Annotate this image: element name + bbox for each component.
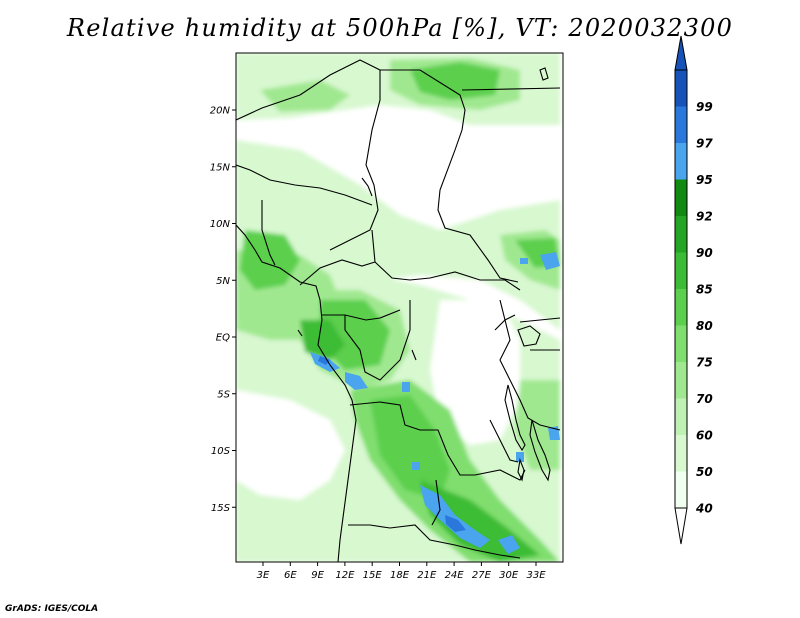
lat-tick-label: 20N — [210, 106, 231, 117]
colorbar-label: 90 — [696, 246, 713, 260]
lon-tick-label: 18E — [390, 570, 410, 581]
country-borders — [236, 59, 561, 562]
humidity-field — [236, 53, 561, 562]
lat-tick-label: EQ — [216, 333, 230, 344]
lon-tick-label: 6E — [284, 570, 297, 581]
colorbar-top-arrow — [674, 35, 688, 71]
colorbar-segment — [675, 435, 687, 472]
lon-tick-label: 33E — [526, 570, 546, 581]
colorbar-segment — [675, 398, 687, 435]
lon-tick-label: 3E — [257, 570, 270, 581]
lon-tick-label: 24E — [445, 570, 465, 581]
colorbar-segment — [675, 325, 687, 362]
lon-tick-label: 15E — [363, 570, 383, 581]
colorbar-label: 40 — [695, 502, 713, 516]
lat-tick-label: 5N — [216, 276, 230, 287]
colorbar-segment — [675, 143, 687, 180]
map-title: Relative humidity at 500hPa [%], VT: 202… — [66, 14, 734, 42]
colorbar-label: 70 — [696, 392, 713, 406]
colorbar-segment — [675, 179, 687, 216]
colorbar-segment — [675, 362, 687, 399]
colorbar-outline — [674, 69, 688, 509]
colorbar-segment — [675, 289, 687, 326]
colorbar-label: 85 — [696, 283, 713, 297]
colorbar-label: 75 — [696, 356, 713, 370]
longitude-axis: 3E 6E 9E 12E 15E 18E 21E 24E 27E 30E 33E — [257, 562, 546, 581]
lat-tick-label: 10N — [210, 219, 231, 230]
colorbar-label: 80 — [696, 319, 713, 333]
lon-tick-label: 27E — [472, 570, 492, 581]
colorbar-label: 97 — [696, 137, 713, 151]
lat-tick-label: 5S — [217, 389, 230, 400]
lon-tick-label: 12E — [335, 570, 355, 581]
colorbar-bottom-arrow — [674, 507, 688, 545]
colorbar-segment — [675, 70, 687, 107]
colorbar-label: 95 — [696, 173, 713, 187]
colorbar-segment — [675, 106, 687, 143]
lon-tick-label: 30E — [499, 570, 519, 581]
credit-text: GrADS: IGES/COLA — [5, 604, 99, 614]
lat-tick-label: 15S — [211, 503, 231, 514]
lon-tick-label: 21E — [417, 570, 437, 581]
colorbar-segment — [675, 216, 687, 253]
colorbar-segment — [675, 252, 687, 289]
colorbar: 40 50 60 70 75 80 85 90 92 95 97 99 — [674, 35, 713, 545]
latitude-axis: 20N 15N 10N 5N EQ 5S 10S 15S — [210, 106, 236, 514]
colorbar-label: 60 — [696, 429, 713, 443]
colorbar-segment — [675, 471, 687, 508]
lat-tick-label: 10S — [211, 446, 231, 457]
colorbar-label: 50 — [696, 465, 713, 479]
lat-tick-label: 15N — [210, 162, 231, 173]
colorbar-label: 92 — [696, 210, 713, 224]
lon-tick-label: 9E — [311, 570, 324, 581]
colorbar-label: 99 — [696, 100, 713, 114]
